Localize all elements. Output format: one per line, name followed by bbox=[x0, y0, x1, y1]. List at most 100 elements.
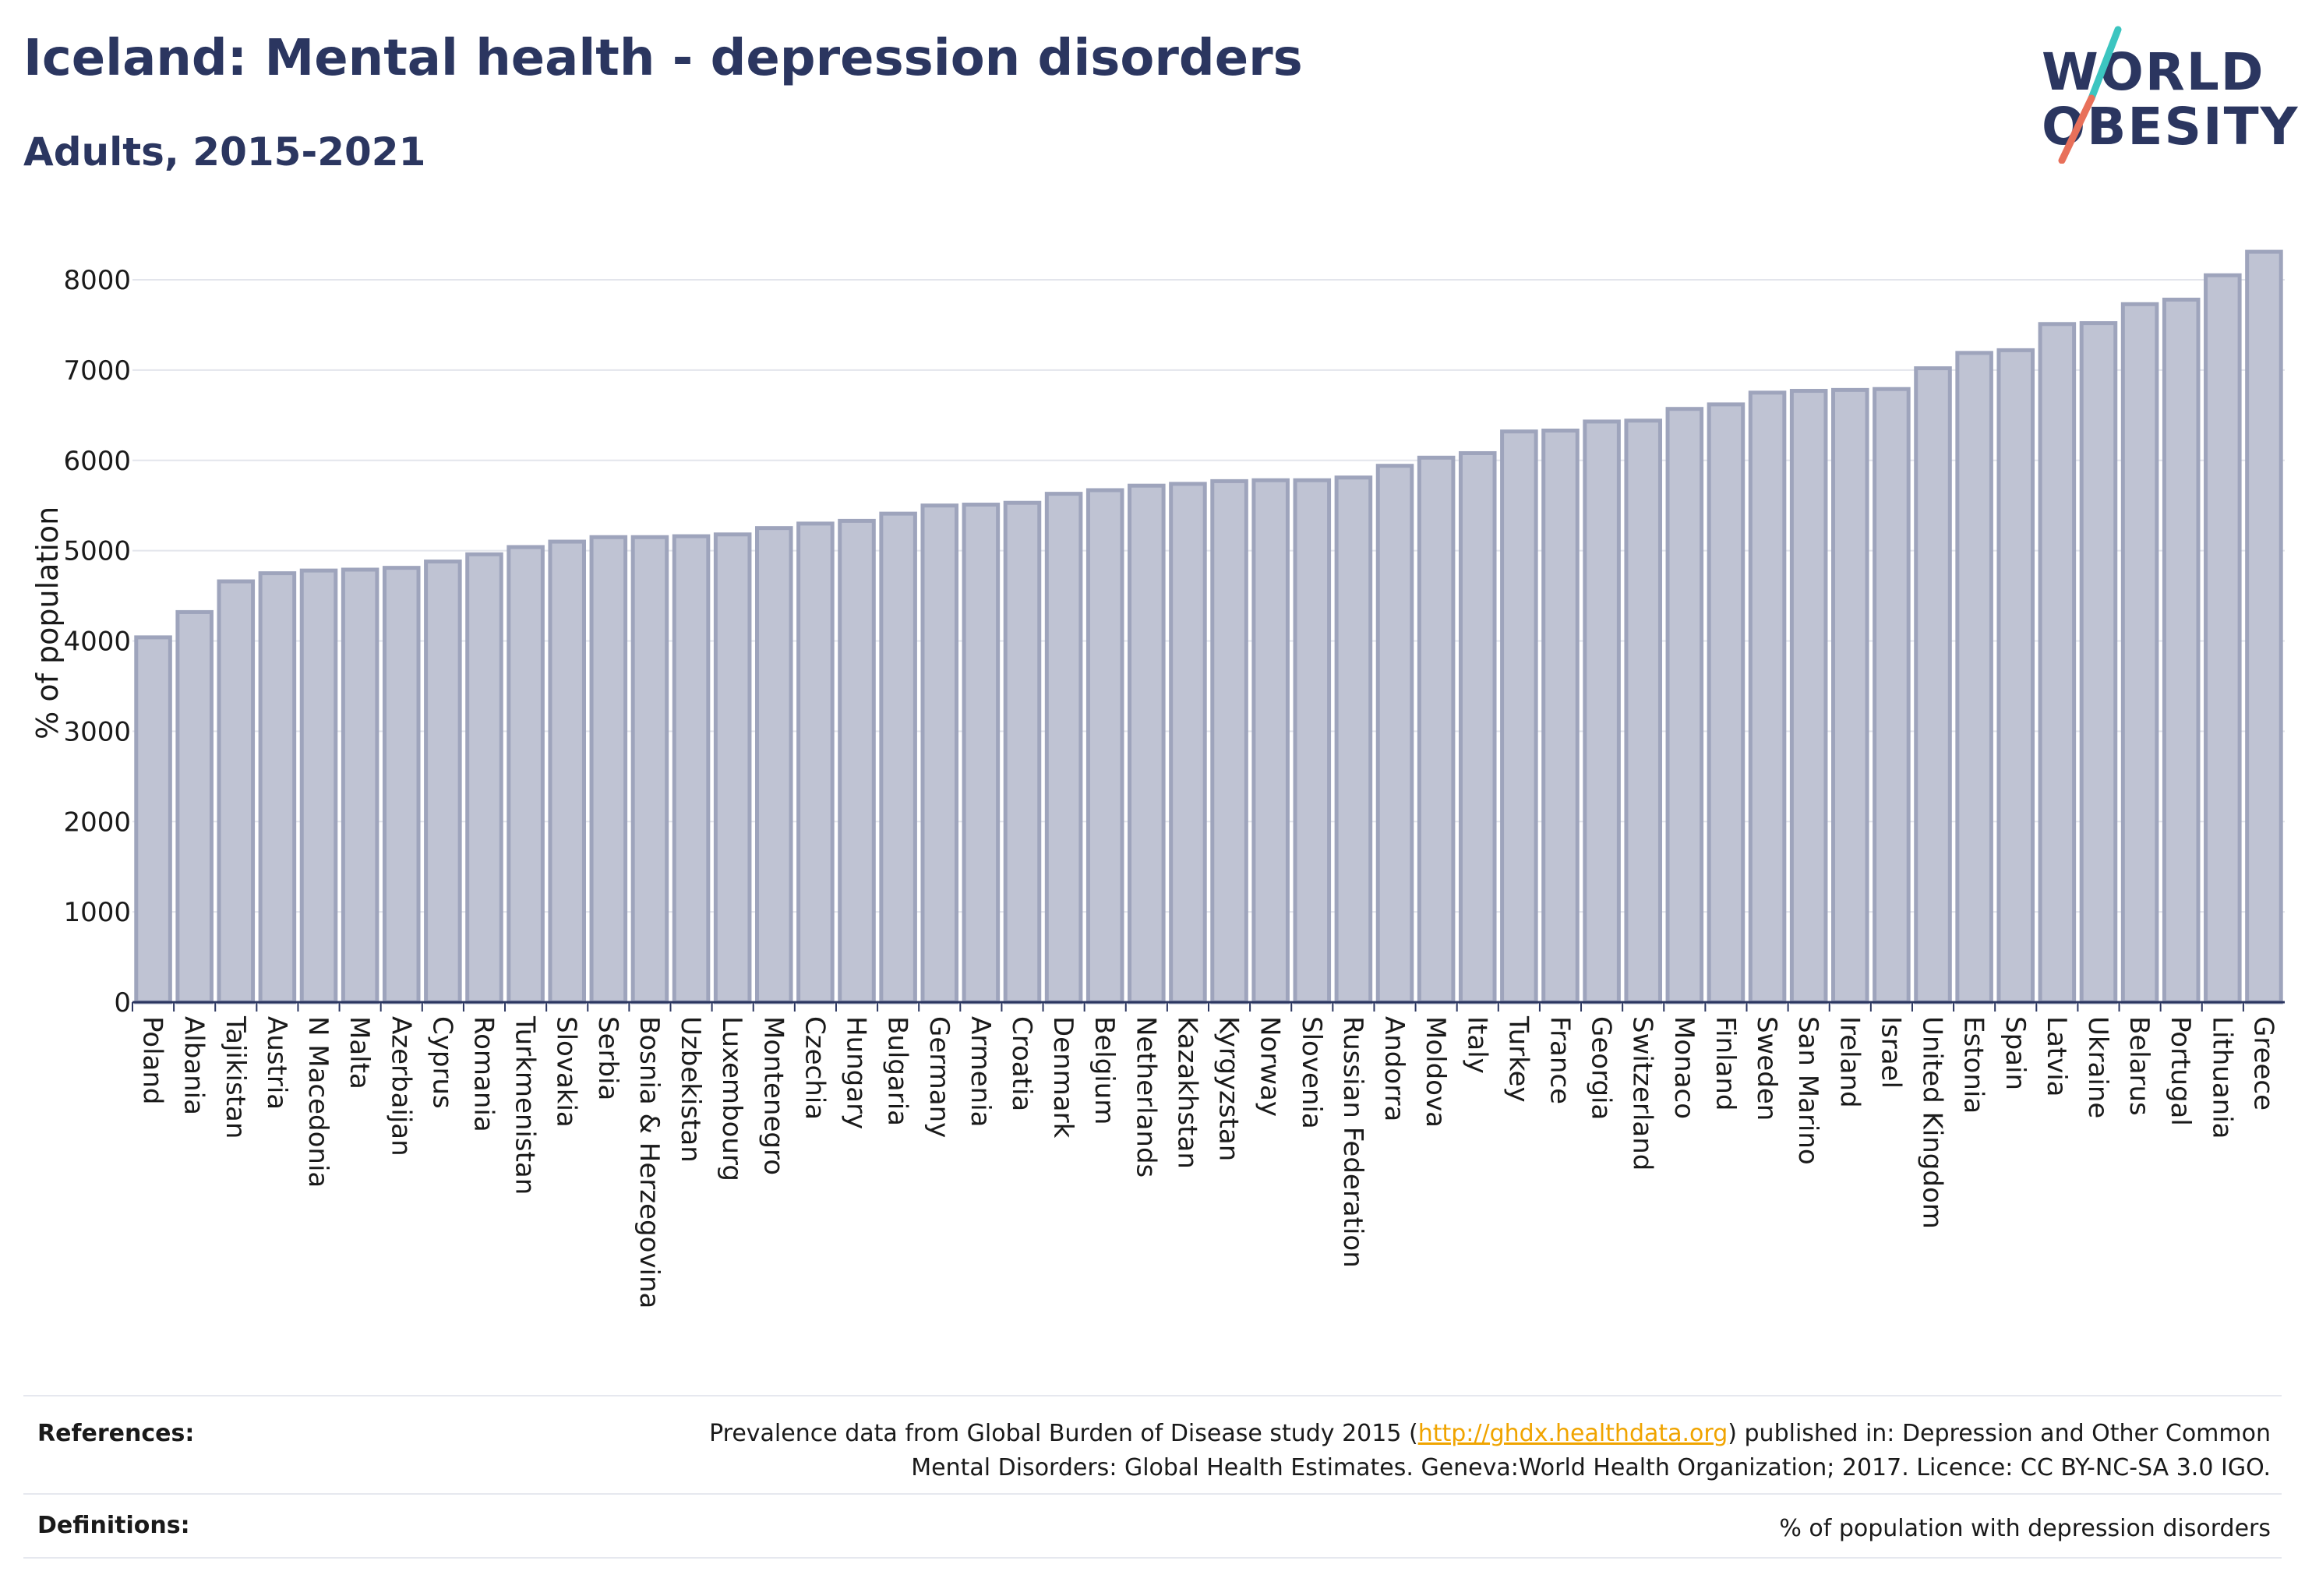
bar bbox=[2204, 273, 2242, 1005]
bar bbox=[1707, 402, 1746, 1005]
bar bbox=[1169, 482, 1207, 1005]
bar bbox=[1873, 387, 1911, 1005]
bar bbox=[1748, 390, 1787, 1005]
x-tick-label: Belgium bbox=[1089, 1016, 1120, 1125]
references-text: Prevalence data from Global Burden of Di… bbox=[634, 1417, 2271, 1485]
x-tick-label: Georgia bbox=[1586, 1016, 1617, 1120]
definitions-text: % of population with depression disorder… bbox=[1779, 1515, 2271, 1542]
bar bbox=[1831, 387, 1869, 1005]
bar bbox=[217, 579, 256, 1005]
x-tick-label: United Kingdom bbox=[1917, 1016, 1948, 1229]
x-tick-label: Ukraine bbox=[2082, 1016, 2113, 1118]
bar bbox=[1417, 455, 1456, 1005]
logo-line-1: WORLD bbox=[2042, 42, 2265, 102]
bar-chart: 0 1000 2000 3000 4000 5000 6000 7000 8000 % of po… bbox=[30, 249, 2285, 1308]
logo-slash-icon bbox=[2058, 26, 2122, 164]
bar bbox=[1003, 500, 1042, 1005]
y-axis-label: % of population bbox=[30, 507, 65, 740]
x-tick-label: Albania bbox=[178, 1016, 210, 1115]
x-tick-label: Uzbekistan bbox=[675, 1016, 706, 1163]
x-tick-label: Serbia bbox=[592, 1016, 623, 1100]
bar bbox=[2038, 322, 2077, 1005]
healthdata-link[interactable]: http://ghdx.healthdata.org bbox=[1417, 1420, 1728, 1447]
bar bbox=[630, 535, 669, 1005]
x-tick-label: Greece bbox=[2247, 1016, 2279, 1110]
bar bbox=[589, 535, 628, 1005]
x-tick-label: Turkey bbox=[1502, 1015, 1534, 1103]
bar bbox=[424, 560, 462, 1005]
chart-subtitle: Adults, 2015-2021 bbox=[23, 129, 426, 175]
y-tick-label: 6000 bbox=[63, 446, 131, 477]
bar bbox=[299, 568, 338, 1005]
y-tick-label: 4000 bbox=[63, 627, 131, 658]
bar bbox=[755, 526, 793, 1005]
references-text-end: ) published in: Depression and Other Com… bbox=[911, 1420, 2271, 1481]
bar bbox=[548, 539, 586, 1005]
x-tick-label: Turkmenistan bbox=[510, 1015, 541, 1195]
x-tick-label: Portugal bbox=[2165, 1016, 2196, 1126]
x-tick-label: N Macedonia bbox=[302, 1016, 334, 1188]
bar bbox=[713, 532, 752, 1005]
y-tick-label: 2000 bbox=[63, 807, 131, 838]
bar bbox=[1334, 475, 1373, 1005]
bar bbox=[1128, 483, 1166, 1005]
bar bbox=[879, 511, 917, 1005]
x-tick-label: Czechia bbox=[799, 1016, 830, 1120]
bar bbox=[175, 609, 214, 1005]
x-tick-label: Switzerland bbox=[1627, 1016, 1658, 1171]
bar bbox=[382, 566, 421, 1005]
bar bbox=[258, 571, 297, 1005]
x-tick-label: Estonia bbox=[1958, 1016, 1989, 1114]
x-tick-label: Kazakhstan bbox=[1171, 1016, 1202, 1169]
x-tick-label: Israel bbox=[1875, 1016, 1906, 1089]
x-tick-label: Tajikistan bbox=[220, 1015, 251, 1139]
x-tick-label: Spain bbox=[2000, 1016, 2031, 1090]
bar bbox=[2245, 249, 2283, 1005]
x-tick-label: Hungary bbox=[841, 1016, 872, 1129]
references-label: References: bbox=[37, 1420, 195, 1447]
x-tick-label: Norway bbox=[1255, 1016, 1286, 1117]
bar bbox=[2079, 321, 2118, 1005]
x-tick-label: Belarus bbox=[2123, 1016, 2155, 1116]
x-tick-label: Malta bbox=[344, 1016, 375, 1089]
definitions-row: Definitions: % of population with depres… bbox=[23, 1493, 2282, 1559]
x-tick-label: Kyrgyzstan bbox=[1213, 1016, 1244, 1161]
definitions-label: Definitions: bbox=[37, 1512, 190, 1539]
x-tick-label: Sweden bbox=[1751, 1016, 1782, 1121]
bar bbox=[672, 534, 711, 1005]
y-tick-label: 3000 bbox=[63, 716, 131, 747]
x-tick-label: Ireland bbox=[1834, 1016, 1865, 1108]
references-text-start: Prevalence data from Global Burden of Di… bbox=[709, 1420, 1418, 1447]
bar bbox=[1500, 429, 1538, 1005]
x-tick-label: Russian Federation bbox=[1337, 1016, 1368, 1268]
bar bbox=[1293, 478, 1332, 1005]
x-tick-label: Azerbaijan bbox=[385, 1016, 416, 1156]
x-tick-label: Slovenia bbox=[1296, 1016, 1327, 1129]
bar bbox=[1583, 419, 1621, 1005]
bar bbox=[507, 545, 545, 1005]
bar bbox=[1914, 366, 1952, 1005]
x-tick-label: Netherlands bbox=[1130, 1016, 1161, 1178]
bar bbox=[2120, 302, 2159, 1005]
bar bbox=[1955, 351, 1993, 1005]
x-tick-label: Monaco bbox=[1668, 1016, 1700, 1119]
bar bbox=[920, 503, 959, 1005]
x-tick-label: Slovakia bbox=[551, 1016, 582, 1128]
bar bbox=[2162, 297, 2201, 1005]
bar bbox=[1996, 348, 2035, 1005]
x-tick-label: Italy bbox=[1461, 1016, 1492, 1074]
bar bbox=[341, 567, 379, 1005]
x-tick-label: Denmark bbox=[1047, 1016, 1078, 1139]
x-tick-label: Romania bbox=[468, 1016, 499, 1132]
bar bbox=[962, 503, 1001, 1005]
x-tick-label: Andorra bbox=[1378, 1016, 1410, 1121]
y-tick-label: 7000 bbox=[63, 355, 131, 387]
y-tick-label: 5000 bbox=[63, 536, 131, 567]
bar bbox=[1458, 450, 1497, 1005]
chart-title: Iceland: Mental health - depression diso… bbox=[23, 30, 1303, 87]
y-tick-label: 1000 bbox=[63, 897, 131, 928]
x-tick-label: San Marino bbox=[1792, 1016, 1823, 1165]
bar bbox=[1044, 492, 1083, 1005]
bar bbox=[1541, 429, 1580, 1005]
x-tick-label: Poland bbox=[137, 1016, 168, 1105]
